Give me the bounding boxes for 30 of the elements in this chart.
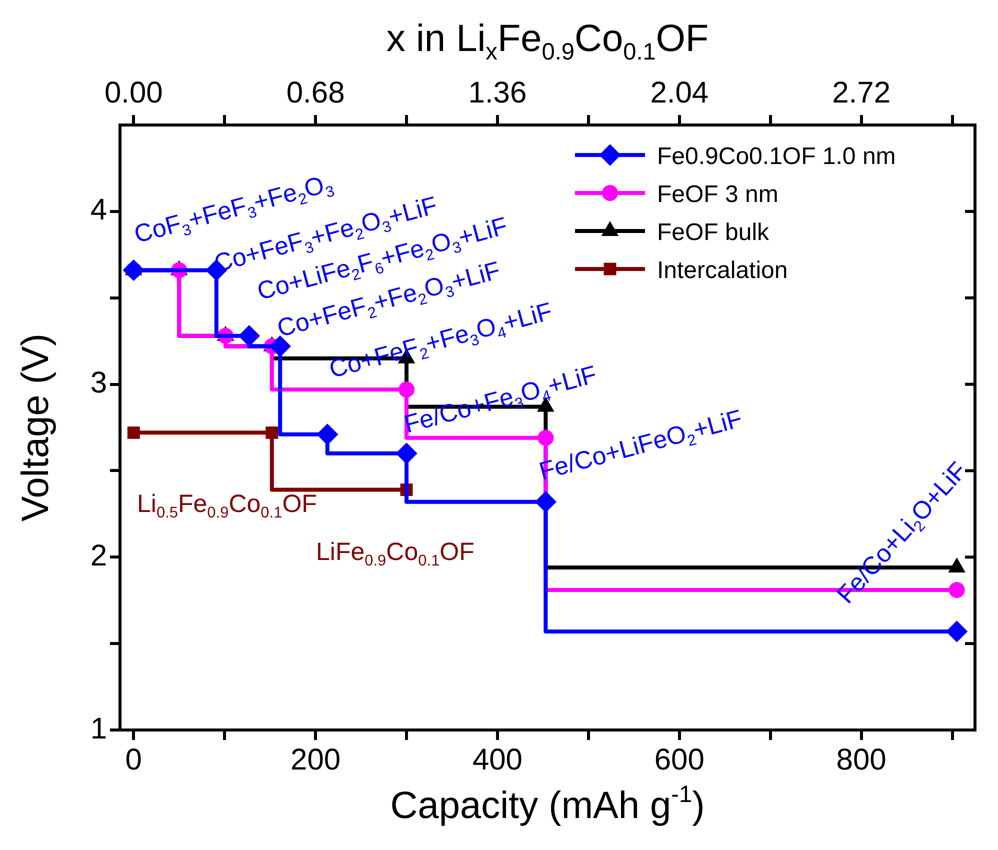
point: [270, 336, 290, 356]
legend-label: FeOF bulk: [657, 219, 770, 246]
x2-tick-label: 1.36: [468, 76, 527, 110]
point: [317, 424, 338, 444]
y-tick-label: 2: [90, 539, 107, 572]
y-tick-label: 3: [90, 366, 107, 400]
x-tick-label: 600: [654, 743, 704, 776]
legend-label: Fe0.9Co0.1OF 1.0 nm: [657, 143, 896, 170]
point: [536, 492, 556, 512]
x-tick-label: 400: [472, 743, 523, 776]
x2-tick-label: 2.04: [650, 76, 709, 110]
y-axis-title: Voltage (V): [15, 334, 57, 522]
point: [127, 426, 140, 439]
point: [396, 443, 417, 464]
point: [948, 582, 965, 598]
y-tick-label: 4: [90, 194, 107, 227]
legend-label: Intercalation: [657, 257, 788, 284]
x2-tick-label: 2.72: [832, 76, 890, 110]
x-tick-label: 200: [290, 743, 341, 776]
point: [950, 560, 964, 573]
point: [946, 621, 967, 642]
y-tick-label: 1: [90, 712, 107, 746]
point: [239, 326, 260, 346]
annotation: Fe/Co+Fe3O4+LiF: [401, 360, 600, 439]
x-tick-label: 0: [125, 743, 142, 776]
legend-label: FeOF 3 nm: [657, 181, 778, 208]
point: [266, 426, 278, 439]
x-tick-label: 800: [836, 743, 886, 776]
x2-tick-label: 0.00: [104, 76, 163, 110]
x2-tick-label: 0.68: [286, 76, 345, 110]
